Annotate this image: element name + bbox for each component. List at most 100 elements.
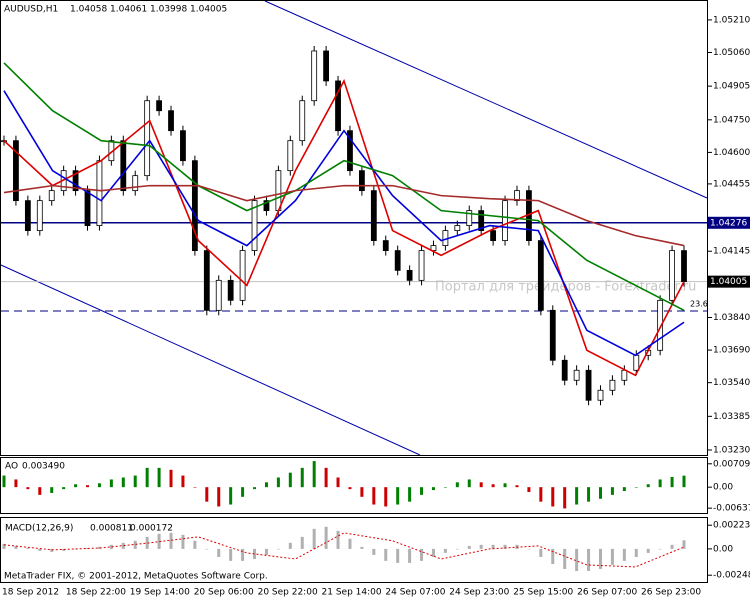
open: 1.04058	[70, 5, 107, 15]
candle-body	[347, 130, 353, 172]
candle-body	[537, 240, 544, 311]
macd-bar	[26, 547, 30, 549]
macd-bar	[133, 540, 137, 549]
macd-bar	[300, 536, 304, 549]
candle-body	[48, 190, 55, 202]
y-tick-label: 1.04905	[713, 82, 750, 92]
candle-body	[561, 359, 568, 381]
y-tick-label: -0.00248	[713, 571, 750, 581]
ao-bar	[62, 487, 66, 490]
candle-body	[358, 170, 365, 192]
ao-bar	[479, 482, 483, 488]
candle-body	[466, 210, 473, 227]
macd-bar	[38, 548, 42, 551]
ao-bar	[157, 467, 161, 488]
ao-bar	[205, 487, 209, 502]
x-tick-label: 20 Sep 06:00	[194, 588, 254, 598]
candle-body	[657, 299, 664, 351]
candle-body	[681, 250, 687, 283]
candle-body	[132, 175, 139, 192]
macd-bar	[598, 548, 602, 569]
x-tick-label: 18 Sep 22:00	[66, 588, 126, 598]
ao-bar	[408, 487, 412, 502]
ao-bar	[670, 476, 674, 488]
ao-bar	[598, 487, 602, 499]
x-tick-label: 19 Sep 14:00	[130, 588, 190, 598]
fib-label: 23.6	[690, 299, 708, 308]
macd-bar	[503, 544, 507, 549]
candle-body	[120, 140, 127, 192]
candle-body	[502, 200, 508, 241]
ao-bar	[682, 475, 686, 488]
candle-body	[633, 354, 640, 371]
ao-name: AO	[5, 462, 18, 472]
x-tick-label: 20 Sep 22:00	[258, 588, 318, 598]
ao-value: 0.003490	[22, 462, 65, 472]
macd-bar	[646, 548, 650, 553]
ao-bar	[288, 472, 292, 488]
y-tick-label: 1.04750	[713, 115, 750, 125]
x-tick-label: 24 Sep 23:00	[449, 588, 509, 598]
macd-bar	[348, 538, 352, 549]
ao-bar	[181, 475, 185, 488]
candle-body	[24, 200, 31, 232]
candle-body	[156, 100, 162, 112]
ao-bar	[193, 487, 197, 488]
ao-bar	[646, 484, 650, 488]
x-tick-label: 21 Sep 14:00	[322, 588, 382, 598]
ao-bar	[2, 475, 6, 488]
candle-body	[382, 240, 389, 251]
ao-bar	[336, 477, 340, 488]
ao-bar	[622, 487, 626, 492]
current-price-box	[708, 275, 750, 288]
macd-bar	[74, 548, 78, 550]
ao-bar	[276, 477, 280, 488]
y-tick-label: 1.03230	[713, 446, 750, 456]
macd-bar	[372, 548, 376, 555]
y-tick-label: 1.04145	[713, 247, 750, 257]
x-tick-label: 26 Sep 23:00	[641, 588, 701, 598]
macd-bar	[181, 534, 185, 549]
candle-body	[203, 250, 210, 311]
macd-bar	[408, 548, 412, 563]
ao-bar	[169, 469, 173, 488]
candle-body	[239, 250, 246, 301]
low: 1.03998	[150, 5, 187, 15]
moving-average	[3, 90, 685, 357]
ao-bar	[217, 487, 221, 507]
ao-bar	[241, 487, 245, 497]
candle-body	[335, 80, 341, 132]
ao-bar	[527, 487, 531, 493]
ao-bar	[455, 482, 459, 488]
macd-bar	[253, 548, 257, 559]
candle-body	[573, 369, 580, 381]
macd-bar	[622, 548, 626, 561]
candle-body	[144, 100, 151, 177]
candle-body	[323, 50, 330, 82]
ao-bar	[300, 467, 304, 488]
macd-bar	[97, 546, 101, 549]
y-tick-label: 0.00	[713, 544, 733, 554]
macd-bar	[121, 542, 125, 549]
candle-body	[394, 250, 401, 271]
candle-body	[13, 140, 19, 202]
macd-bar	[217, 548, 221, 557]
candle-body	[597, 389, 604, 401]
macd-bar	[288, 542, 292, 549]
y-tick-label: 0.00223	[713, 521, 750, 531]
y-tick-label: -0.00637	[713, 504, 750, 514]
candle-body	[36, 200, 43, 232]
high: 1.04061	[110, 5, 147, 15]
ao-bar	[491, 484, 495, 488]
macd-bar	[145, 536, 149, 549]
ao-bar	[587, 487, 591, 502]
macd-bar	[634, 548, 638, 557]
macd-bar	[527, 548, 531, 550]
ao-bar	[133, 475, 137, 488]
ao-bar	[515, 485, 519, 488]
ao-bar	[74, 484, 78, 488]
macd-bar	[205, 548, 209, 550]
ao-bar	[50, 487, 54, 493]
